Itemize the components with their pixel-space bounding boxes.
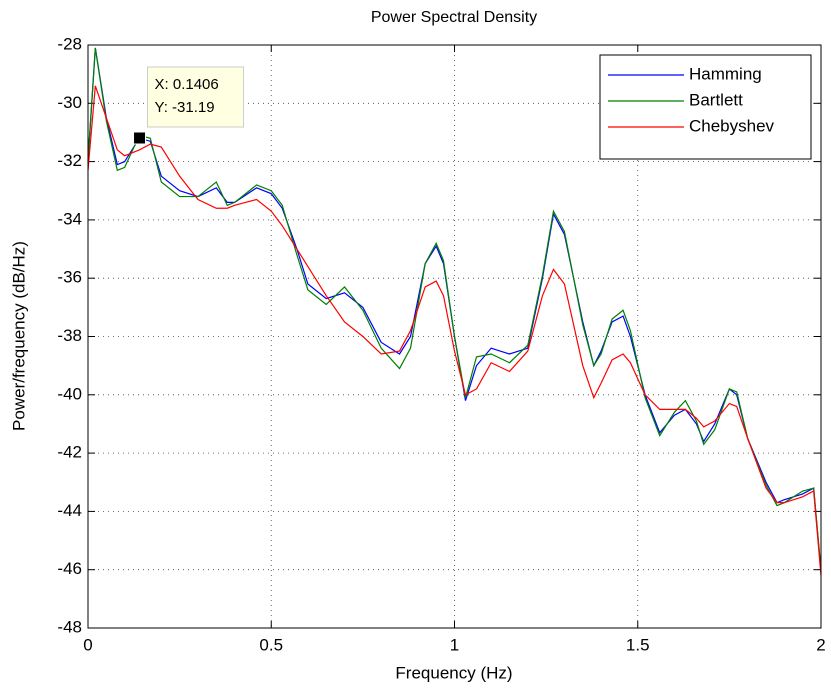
series-line [87,85,822,576]
y-tick-label: -42 [57,443,82,462]
datatip-x: X: 0.1406 [155,76,219,93]
y-tick-label: -46 [57,559,82,578]
legend-label: Bartlett [689,90,743,109]
y-tick-label: -40 [57,384,82,403]
y-tick-label: -30 [57,93,82,112]
legend-box [599,54,812,160]
plot-frame [87,44,822,629]
datatip-y: Y: -31.19 [155,99,215,116]
y-tick-label: -38 [57,326,82,345]
x-tick-label: 2 [816,635,825,654]
y-tick-label: -36 [57,268,82,287]
x-tick-label: 1 [450,635,459,654]
y-tick-label: -32 [57,151,82,170]
x-tick-label: 0.5 [259,635,283,654]
legend-label: Chebyshev [689,116,775,135]
y-tick-label: -44 [57,501,82,520]
y-tick-label: -34 [57,209,82,228]
x-tick-label: 0 [83,635,92,654]
legend: Hamming Bartlett Chebyshev [599,54,812,160]
y-tick-label: -48 [57,617,82,636]
series-line [87,47,822,570]
datatip-marker [133,131,147,145]
x-axis-label: Frequency (Hz) [395,663,512,682]
y-tick-label: -28 [57,34,82,53]
x-tick-label: 1.5 [626,635,650,654]
chart-title: Power Spectral Density [371,9,537,26]
legend-label: Hamming [689,64,762,83]
series-line [87,47,822,573]
datatip-box [147,66,245,128]
y-axis-label: Power/frequency (dB/Hz) [9,241,28,431]
